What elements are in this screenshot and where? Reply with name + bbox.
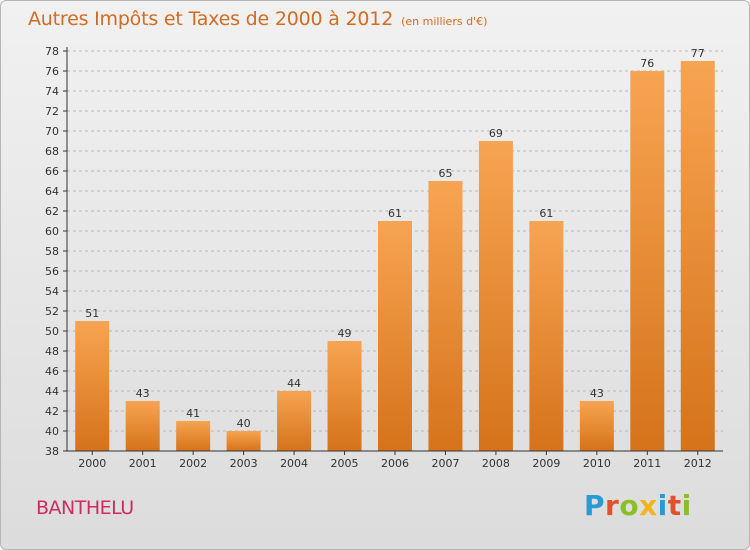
x-tick-label: 2004 <box>280 457 308 470</box>
chart-subtitle: (en milliers d'€) <box>401 15 488 28</box>
bar-2002 <box>176 421 211 451</box>
bar-2011 <box>630 71 665 451</box>
x-tick-label: 2012 <box>684 457 712 470</box>
data-label: 43 <box>590 387 604 400</box>
y-tick-label: 76 <box>45 65 59 78</box>
x-tick-label: 2010 <box>583 457 611 470</box>
y-tick-label: 70 <box>45 125 59 138</box>
data-label: 77 <box>691 47 705 60</box>
y-tick-label: 50 <box>45 325 59 338</box>
y-tick-label: 74 <box>45 85 59 98</box>
bar-2012 <box>680 61 715 451</box>
logo-letter: o <box>619 489 640 522</box>
y-tick-label: 48 <box>45 345 59 358</box>
data-label: 69 <box>489 127 503 140</box>
x-tick-label: 2006 <box>381 457 409 470</box>
x-tick-label: 2003 <box>230 457 258 470</box>
data-label: 43 <box>136 387 150 400</box>
y-tick-label: 40 <box>45 425 59 438</box>
data-label: 65 <box>438 167 452 180</box>
bars <box>75 61 715 451</box>
bar-2003 <box>226 431 261 451</box>
y-tick-label: 60 <box>45 225 59 238</box>
bar-2009 <box>529 221 564 451</box>
y-tick-label: 78 <box>45 45 59 58</box>
data-label: 49 <box>338 327 352 340</box>
data-label: 61 <box>539 207 553 220</box>
data-labels: 51 43 41 40 44 49 61 65 69 61 43 76 77 <box>85 47 705 430</box>
bar-2006 <box>378 221 412 451</box>
data-label: 40 <box>237 417 251 430</box>
bar-2000 <box>75 321 110 451</box>
y-tick-label: 54 <box>45 285 59 298</box>
x-tick-label: 2008 <box>482 457 510 470</box>
data-label: 41 <box>186 407 200 420</box>
proxiti-logo[interactable]: Proxiti <box>584 489 692 522</box>
x-tick-label: 2007 <box>431 457 459 470</box>
x-tick-label: 2009 <box>532 457 560 470</box>
y-tick-label: 62 <box>45 205 59 218</box>
y-tick-label: 72 <box>45 105 59 118</box>
logo-letter: P <box>584 489 606 522</box>
logo-letter: i <box>681 489 692 522</box>
bar-2008 <box>478 141 513 451</box>
logo-letter: x <box>639 489 658 522</box>
axes: 38 40 42 44 46 48 50 52 54 56 58 60 62 64 66 68 70 72 74 76… <box>45 45 723 470</box>
y-tick-label: 56 <box>45 265 59 278</box>
logo-letter: r <box>605 489 620 522</box>
y-tick-label: 66 <box>45 165 59 178</box>
bar-2007 <box>428 181 463 451</box>
data-label: 51 <box>85 307 99 320</box>
logo-letter: t <box>667 489 682 522</box>
y-tick-label: 64 <box>45 185 59 198</box>
bar-2001 <box>125 401 160 451</box>
y-tick-label: 52 <box>45 305 59 318</box>
y-tick-label: 46 <box>45 365 59 378</box>
data-label: 44 <box>287 377 301 390</box>
x-tick-label: 2011 <box>633 457 661 470</box>
y-tick-label: 58 <box>45 245 59 258</box>
x-tick-label: 2005 <box>331 457 359 470</box>
data-label: 76 <box>640 57 654 70</box>
grid-lines <box>67 50 723 432</box>
bar-2010 <box>579 401 614 451</box>
y-tick-label: 42 <box>45 405 59 418</box>
logo-letter: i <box>657 489 668 522</box>
x-tick-label: 2002 <box>179 457 207 470</box>
bar-2004 <box>277 391 312 451</box>
y-tick-label: 44 <box>45 385 59 398</box>
bar-2005 <box>327 341 362 451</box>
chart-title-text: Autres Impôts et Taxes de 2000 à 2012 <box>28 8 394 30</box>
data-label: 61 <box>388 207 402 220</box>
y-tick-label: 38 <box>45 445 59 458</box>
x-tick-label: 2000 <box>78 457 106 470</box>
y-tick-label: 68 <box>45 145 59 158</box>
chart-title: Autres Impôts et Taxes de 2000 à 2012 (en… <box>28 8 487 30</box>
place-name: BANTHELU <box>36 497 134 519</box>
x-tick-label: 2001 <box>129 457 157 470</box>
